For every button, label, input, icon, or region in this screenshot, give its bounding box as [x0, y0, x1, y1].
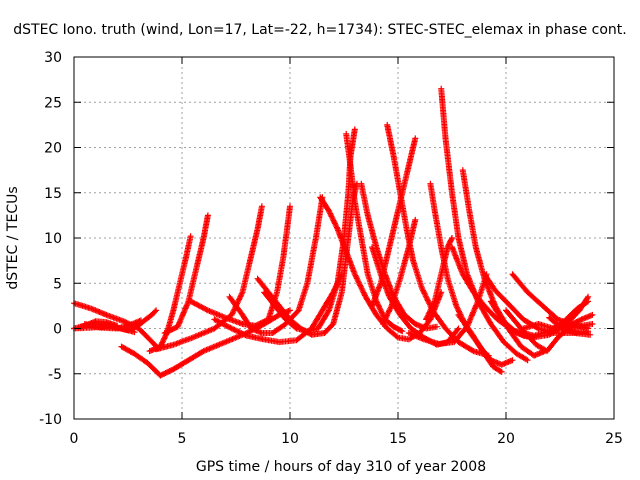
x-tick-label: 20	[497, 431, 515, 447]
series-markers	[153, 203, 265, 353]
y-tick-label: 15	[44, 186, 62, 202]
series-24	[423, 235, 455, 323]
axis-ticks: 0 5 10 15 20 25 -10 -5 0 5 10 15 20 25 30	[39, 50, 623, 447]
y-tick-label: 5	[53, 276, 62, 292]
series-35	[546, 314, 594, 338]
y-tick-label: -10	[39, 412, 62, 428]
x-axis-label: GPS time / hours of day 310 of year 2008	[196, 459, 486, 475]
series-21	[379, 216, 419, 327]
series-markers	[455, 311, 505, 375]
y-axis-label: dSTEC / TECUs	[5, 186, 21, 289]
series-20	[369, 135, 419, 309]
x-tick-label: 0	[70, 431, 79, 447]
series-markers	[81, 317, 144, 332]
x-tick-label: 10	[281, 431, 299, 447]
series-markers	[261, 126, 358, 335]
y-tick-label: 10	[44, 231, 62, 247]
series-7	[146, 233, 194, 355]
series-markers	[459, 167, 548, 359]
series-markers	[226, 194, 326, 336]
series-markers	[254, 180, 360, 338]
x-tick-label: 25	[605, 431, 623, 447]
series-markers	[423, 235, 455, 323]
series-13	[254, 180, 360, 338]
series-markers	[513, 298, 592, 339]
data-series	[71, 85, 596, 379]
series-12	[226, 194, 326, 336]
y-tick-label: 30	[44, 50, 62, 66]
y-tick-label: 25	[44, 95, 62, 111]
series-14	[261, 126, 358, 335]
y-tick-label: 0	[53, 322, 62, 338]
y-tick-label: -5	[48, 367, 62, 383]
series-9	[153, 203, 265, 353]
y-tick-label: 20	[44, 141, 62, 157]
series-markers	[146, 233, 194, 355]
series-34	[513, 298, 592, 339]
x-tick-label: 15	[389, 431, 407, 447]
grid	[74, 57, 614, 419]
chart-title: dSTEC Iono. truth (wind, Lon=17, Lat=-22…	[13, 22, 626, 38]
series-27	[459, 167, 548, 359]
x-tick-label: 5	[178, 431, 187, 447]
series-28	[455, 311, 505, 375]
series-markers	[546, 314, 594, 338]
series-5	[81, 317, 144, 332]
series-markers	[369, 135, 419, 309]
series-markers	[379, 216, 419, 327]
